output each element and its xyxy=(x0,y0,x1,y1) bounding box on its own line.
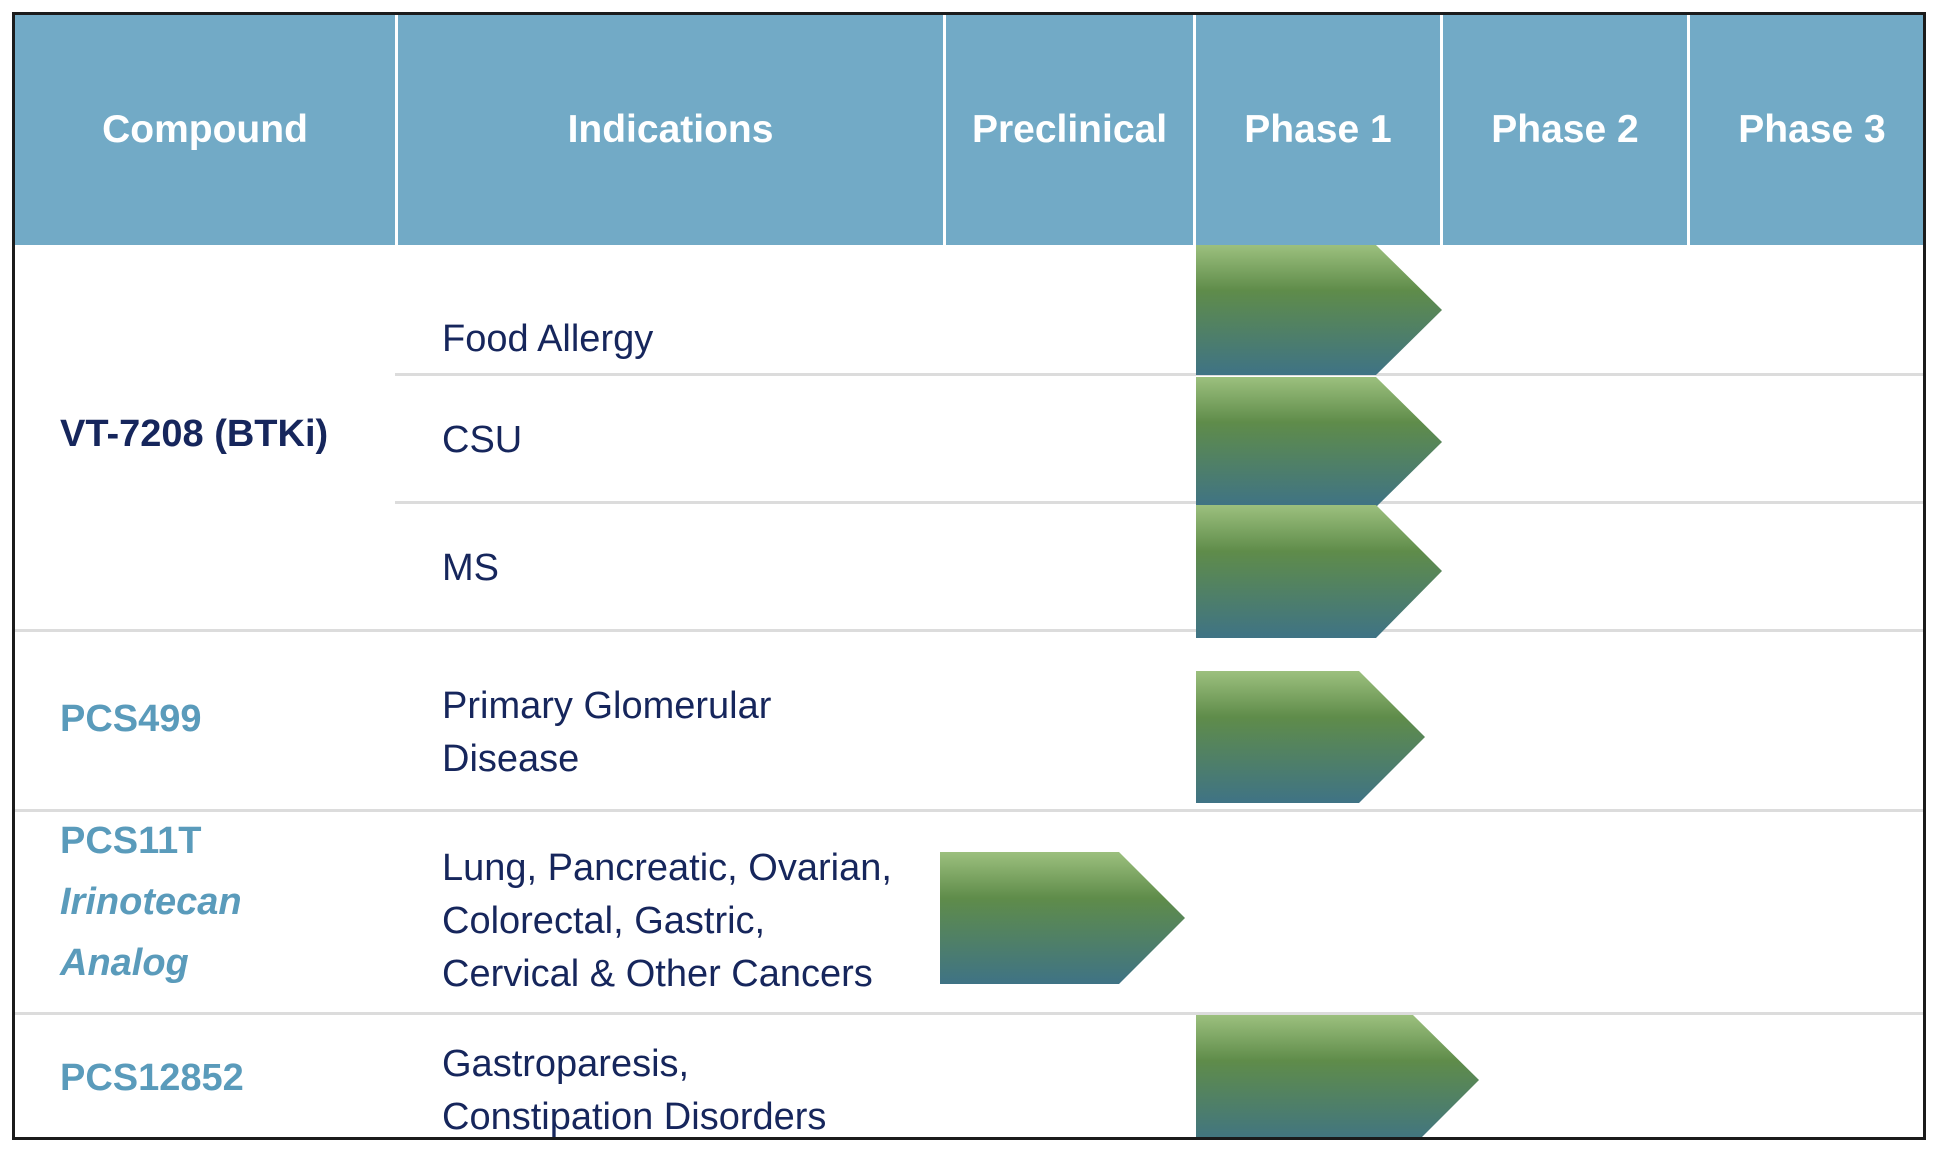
compound-pcs499: PCS499 xyxy=(60,698,202,740)
row-divider xyxy=(395,501,1923,504)
header-divider xyxy=(1440,15,1443,245)
progress-arrow-gastroparesis xyxy=(1196,1015,1479,1137)
indication-line: Lung, Pancreatic, Ovarian, xyxy=(442,847,892,889)
indication-cancers: Lung, Pancreatic, Ovarian, Colorectal, G… xyxy=(442,842,892,1001)
indication-csu: CSU xyxy=(442,414,522,467)
indication-line: CSU xyxy=(442,419,523,461)
indication-line: Disease xyxy=(442,738,580,780)
compound-pcs12852: PCS12852 xyxy=(60,1057,244,1099)
header-divider xyxy=(943,15,946,245)
compound-pcs11t-desc-1: Irinotecan xyxy=(60,881,242,923)
row-divider xyxy=(15,629,1923,632)
progress-arrow-primary-glomerular-disease xyxy=(1196,671,1425,803)
compound-vt-7208: VT-7208 (BTKi) xyxy=(60,413,329,455)
progress-arrow-csu xyxy=(1196,377,1442,507)
compound-pcs11t: PCS11T Irinotecan Analog xyxy=(60,811,242,994)
indication-line: Colorectal, Gastric, xyxy=(442,900,766,942)
indication-line: Constipation Disorders xyxy=(442,1096,827,1138)
indication-line: Gastroparesis, xyxy=(442,1043,690,1085)
indication-line: MS xyxy=(442,547,499,589)
header-phase-3: Phase 3 xyxy=(1738,108,1886,151)
progress-arrow-ms xyxy=(1196,505,1442,638)
indication-line: Cervical & Other Cancers xyxy=(442,953,873,995)
indication-primary-glomerular-disease: Primary Glomerular Disease xyxy=(442,680,771,786)
header-preclinical: Preclinical xyxy=(971,108,1168,151)
progress-arrow-food-allergy xyxy=(1196,245,1442,375)
header-divider xyxy=(1687,15,1690,245)
header-phase-1: Phase 1 xyxy=(1244,108,1392,151)
pipeline-table: Compound Indications Preclinical Phase 1… xyxy=(12,12,1926,1140)
header-phase-2: Phase 2 xyxy=(1491,108,1639,151)
table-header: Compound Indications Preclinical Phase 1… xyxy=(15,15,1923,245)
indication-line: Primary Glomerular xyxy=(442,685,772,727)
progress-arrow-cancers xyxy=(940,852,1185,984)
indication-food-allergy: Food Allergy xyxy=(442,313,653,366)
row-divider xyxy=(395,373,1923,376)
compound-pcs11t-desc-2: Analog xyxy=(60,942,189,984)
header-indications: Indications xyxy=(567,108,774,151)
header-divider xyxy=(1193,15,1196,245)
header-compound: Compound xyxy=(102,108,308,151)
row-divider xyxy=(15,1012,1923,1015)
indication-ms: MS xyxy=(442,542,499,595)
compound-pcs11t-name: PCS11T xyxy=(60,820,202,862)
indication-line: Food Allergy xyxy=(442,318,654,360)
indication-gastroparesis: Gastroparesis, Constipation Disorders xyxy=(442,1038,827,1138)
header-divider xyxy=(395,15,398,245)
row-divider xyxy=(15,809,1923,812)
